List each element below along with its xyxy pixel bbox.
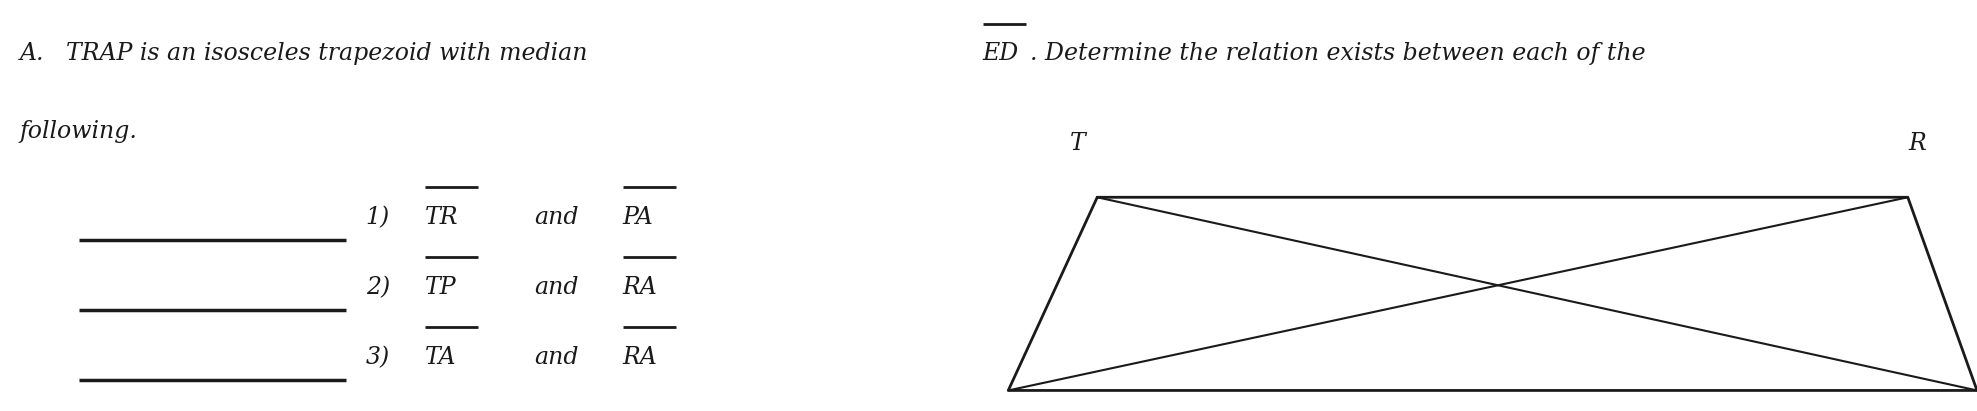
Text: TP: TP <box>425 276 457 299</box>
Text: 3): 3) <box>366 346 389 369</box>
Text: 2): 2) <box>366 276 389 299</box>
Text: TA: TA <box>425 346 457 369</box>
Text: T: T <box>1070 132 1085 155</box>
Text: and: and <box>534 276 579 299</box>
Text: . Determine the relation exists between each of the: . Determine the relation exists between … <box>1030 42 1645 65</box>
Text: 1): 1) <box>366 206 389 229</box>
Text: and: and <box>534 206 579 229</box>
Text: following.: following. <box>20 120 138 143</box>
Text: PA: PA <box>623 206 654 229</box>
Text: R: R <box>1910 132 1926 155</box>
Text: ED: ED <box>983 42 1018 65</box>
Text: and: and <box>534 346 579 369</box>
Text: RA: RA <box>623 276 658 299</box>
Text: A.   TRAP is an isosceles trapezoid with median: A. TRAP is an isosceles trapezoid with m… <box>20 42 595 65</box>
Text: RA: RA <box>623 346 658 369</box>
Text: TR: TR <box>425 206 459 229</box>
